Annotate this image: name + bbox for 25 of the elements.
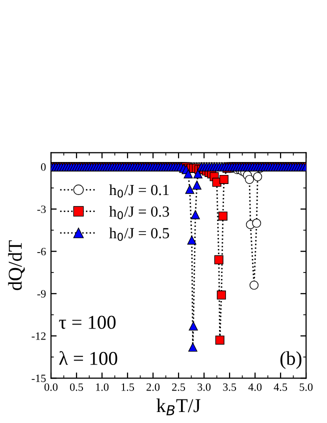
x-tick-label: 0.0 <box>44 383 58 391</box>
annotation: λ = 100 <box>59 351 118 365</box>
x-tick-label: 4.5 <box>274 383 288 391</box>
x-axis-title: k$_{B}$T/J <box>156 398 200 416</box>
y-tick-label: -9 <box>37 290 46 298</box>
x-tick-label: 0.5 <box>70 383 84 391</box>
x-tick-label: 2.5 <box>172 383 186 391</box>
y-tick-label: 0 <box>41 163 46 171</box>
y-tick-label: -3 <box>37 206 46 214</box>
x-tick-label: 3.5 <box>223 383 236 391</box>
x-tick-label: 4.0 <box>248 383 262 391</box>
x-tick-label: 5.0 <box>300 383 313 391</box>
x-tick-label: 2.0 <box>146 383 160 391</box>
annotation: τ = 100 <box>59 316 116 329</box>
annotation: (b) <box>280 351 302 369</box>
legend-label: h$_{0}$/J = 0.5 <box>109 228 170 241</box>
y-tick-label: -15 <box>32 374 46 382</box>
legend-label: h$_{0}$/J = 0.3 <box>109 206 170 220</box>
y-tick-label: -6 <box>37 248 46 256</box>
x-tick-label: 1.0 <box>96 383 109 391</box>
y-tick-label: -12 <box>32 332 46 340</box>
y-axis-title: dQ/dT <box>8 240 25 290</box>
x-tick-label: 3.0 <box>198 383 211 391</box>
x-tick-label: 1.5 <box>122 383 134 391</box>
legend-label: h$_{0}$/J = 0.1 <box>109 184 169 198</box>
